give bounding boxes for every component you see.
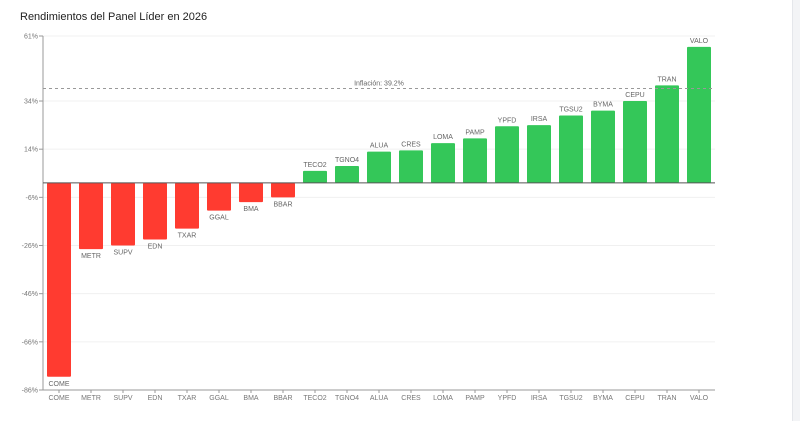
bar-label-txar: TXAR <box>178 233 197 240</box>
bar-label-ypfd: YPFD <box>498 117 517 124</box>
x-tick-label: EDN <box>148 395 163 402</box>
bar-label-come: COME <box>49 381 70 388</box>
x-tick-label: BMA <box>243 395 259 402</box>
bar-txar <box>175 182 199 229</box>
x-tick-label: TECO2 <box>303 395 326 402</box>
bar-label-irsa: IRSA <box>531 116 548 123</box>
bar-edn <box>143 182 167 240</box>
bar-label-bbar: BBAR <box>273 201 292 208</box>
bar-irsa <box>527 125 551 183</box>
x-tick-label: TXAR <box>178 395 197 402</box>
y-tick-label: 61% <box>24 34 38 41</box>
bar-byma <box>591 110 615 183</box>
x-tick-label: TGSU2 <box>559 395 582 402</box>
bar-label-tgno4: TGNO4 <box>335 157 359 164</box>
bar-label-ggal: GGAL <box>209 215 229 222</box>
x-tick-label: IRSA <box>531 395 548 402</box>
x-tick-label: COME <box>49 395 70 402</box>
bar-supv <box>111 182 135 246</box>
y-tick-label: -6% <box>26 195 38 202</box>
bar-label-tgsu2: TGSU2 <box>559 106 582 113</box>
x-tick-label: YPFD <box>498 395 517 402</box>
bar-ypfd <box>495 126 519 183</box>
x-tick-label: BYMA <box>593 395 613 402</box>
bar-cres <box>399 150 423 183</box>
x-tick-label: CRES <box>401 395 421 402</box>
bar-label-teco2: TECO2 <box>303 162 326 169</box>
y-tick-label: 34% <box>24 99 38 106</box>
bar-label-metr: METR <box>81 253 101 260</box>
y-tick-label: -86% <box>22 388 38 395</box>
x-tick-label: ALUA <box>370 395 389 402</box>
bar-come <box>47 182 71 377</box>
x-tick-label: PAMP <box>465 395 485 402</box>
y-tick-label: -26% <box>22 243 38 250</box>
chart-title: Rendimientos del Panel Líder en 2026 <box>20 11 208 23</box>
bar-tgsu2 <box>559 115 583 183</box>
y-tick-label: -66% <box>22 339 38 346</box>
bar-bbar <box>271 182 295 198</box>
y-tick-label: -46% <box>22 291 38 298</box>
bar-label-bma: BMA <box>243 206 259 213</box>
x-tick-label: CEPU <box>625 395 644 402</box>
x-tick-label: BBAR <box>273 395 292 402</box>
x-tick-label: VALO <box>690 395 709 402</box>
bar-label-valo: VALO <box>690 38 709 45</box>
bar-ggal <box>207 182 231 211</box>
x-tick-label: SUPV <box>113 395 132 402</box>
bar-teco2 <box>303 170 327 183</box>
x-tick-label: GGAL <box>209 395 229 402</box>
bar-label-cepu: CEPU <box>625 92 644 99</box>
bar-valo <box>687 46 711 183</box>
y-tick-label: 14% <box>24 147 38 154</box>
bar-label-loma: LOMA <box>433 134 453 141</box>
x-tick-label: TGNO4 <box>335 395 359 402</box>
bar-cepu <box>623 101 647 183</box>
inflation-label: Inflación: 39.2% <box>354 80 404 87</box>
bar-label-byma: BYMA <box>593 102 613 109</box>
bar-label-pamp: PAMP <box>465 129 485 136</box>
bar-label-cres: CRES <box>401 141 421 148</box>
bar-pamp <box>463 138 487 183</box>
bar-alua <box>367 151 391 183</box>
bar-tgno4 <box>335 166 359 183</box>
bar-label-tran: TRAN <box>657 76 676 83</box>
bar-label-alua: ALUA <box>370 143 389 150</box>
bar-tran <box>655 85 679 183</box>
bar-metr <box>79 182 103 250</box>
x-tick-label: LOMA <box>433 395 453 402</box>
x-tick-label: TRAN <box>657 395 676 402</box>
bar-label-edn: EDN <box>148 243 163 250</box>
bar-label-supv: SUPV <box>113 250 132 257</box>
bar-loma <box>431 143 455 183</box>
x-tick-label: METR <box>81 395 101 402</box>
bar-bma <box>239 182 263 203</box>
